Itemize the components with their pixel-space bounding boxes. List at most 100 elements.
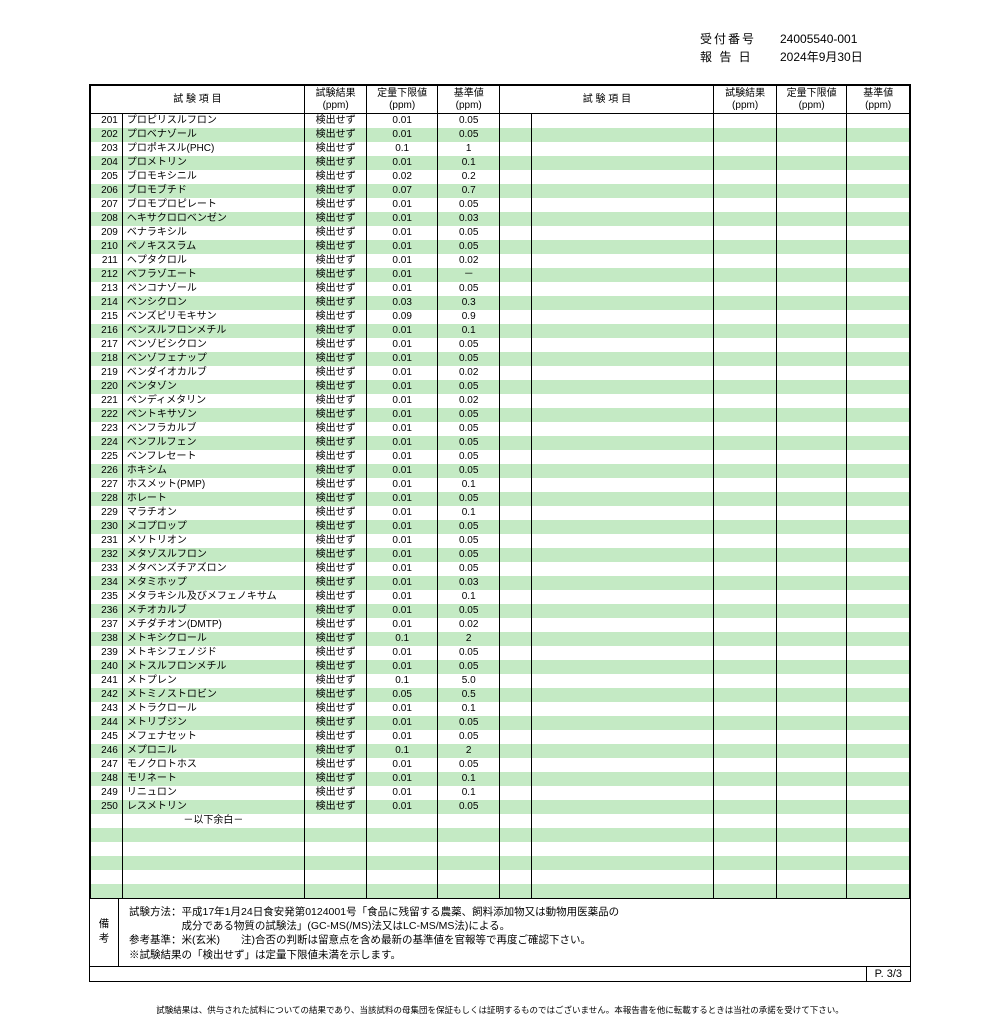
cell-name-r [532, 422, 714, 436]
cell-standard: 0.1 [437, 506, 500, 520]
cell-no: 244 [91, 716, 123, 730]
cell-name: ベンフルフェン [122, 436, 304, 450]
cell-standard-r [847, 520, 910, 534]
cell-lowlimit: 0.01 [367, 212, 438, 226]
cell-lowlimit: 0.02 [367, 170, 438, 184]
cell-standard: 0.1 [437, 156, 500, 170]
cell-name-r [532, 128, 714, 142]
cell-lowlimit: 0.01 [367, 394, 438, 408]
cell-standard: 0.1 [437, 772, 500, 786]
cell-no-r [500, 758, 532, 772]
cell-lowlimit: 0.1 [367, 142, 438, 156]
cell-no-r [500, 464, 532, 478]
cell-no: 245 [91, 730, 123, 744]
cell-name: メトキシクロール [122, 632, 304, 646]
cell-result-r [714, 324, 777, 338]
th-result-left: 試験結果(ppm) [304, 86, 367, 114]
table-row: 207ブロモプロピレート検出せず0.010.05 [91, 198, 910, 212]
cell-name: メソトリオン [122, 534, 304, 548]
cell-name: リニュロン [122, 786, 304, 800]
cell-no-r [500, 142, 532, 156]
table-row: 211ヘプタクロル検出せず0.010.02 [91, 254, 910, 268]
cell-result-r [714, 702, 777, 716]
table-row: 225ベンフレセート検出せず0.010.05 [91, 450, 910, 464]
table-row: 219ベンダイオカルブ検出せず0.010.02 [91, 366, 910, 380]
cell-result-r [714, 576, 777, 590]
cell-standard: 1 [437, 142, 500, 156]
cell-lowlimit-r [776, 324, 847, 338]
cell-no: 232 [91, 548, 123, 562]
cell-result: 検出せず [304, 198, 367, 212]
cell-name: メタベンズチアズロン [122, 562, 304, 576]
cell-no: 203 [91, 142, 123, 156]
table-row: 242メトミノストロビン検出せず0.050.5 [91, 688, 910, 702]
cell-no [91, 884, 123, 898]
cell-result-r [714, 268, 777, 282]
cell-lowlimit-r [776, 254, 847, 268]
cell-result-r [714, 254, 777, 268]
cell-result: 検出せず [304, 772, 367, 786]
page-number: P. 3/3 [866, 967, 910, 981]
remarks-body: 試験方法：平成17年1月24日食安発第0124001号「食品に残留する農薬、飼料… [119, 899, 910, 966]
cell-no-r [500, 352, 532, 366]
cell-name: メタミホップ [122, 576, 304, 590]
cell-result-r [714, 142, 777, 156]
cell-lowlimit: 0.05 [367, 688, 438, 702]
table-row: 217ベンゾビシクロン検出せず0.010.05 [91, 338, 910, 352]
cell-name: メタラキシル及びメフェノキサム [122, 590, 304, 604]
cell-name: プロメトリン [122, 156, 304, 170]
cell-no: 240 [91, 660, 123, 674]
cell-name-r [532, 842, 714, 856]
cell-standard: 0.05 [437, 758, 500, 772]
cell-lowlimit: 0.01 [367, 464, 438, 478]
cell-lowlimit: 0.01 [367, 450, 438, 464]
cell-standard-r [847, 744, 910, 758]
cell-standard-r [847, 464, 910, 478]
disclaimer-text: 試験結果は、供与された試料についての結果であり、当該試料の母集団を保証もしくは証… [0, 1004, 1000, 1016]
cell-no: 248 [91, 772, 123, 786]
cell-lowlimit-r [776, 562, 847, 576]
cell-standard: 0.05 [437, 422, 500, 436]
cell-name [122, 828, 304, 842]
cell-no-r [500, 114, 532, 129]
cell-standard-r [847, 268, 910, 282]
cell-result-r [714, 604, 777, 618]
cell-no-r [500, 660, 532, 674]
cell-name-r [532, 338, 714, 352]
cell-no: 207 [91, 198, 123, 212]
cell-no: 229 [91, 506, 123, 520]
cell-lowlimit-r [776, 142, 847, 156]
cell-result: 検出せず [304, 632, 367, 646]
cell-name-r [532, 184, 714, 198]
table-row: 246メプロニル検出せず0.12 [91, 744, 910, 758]
cell-name-r [532, 716, 714, 730]
cell-lowlimit-r [776, 478, 847, 492]
cell-name-r [532, 212, 714, 226]
cell-name: プロポキスル(PHC) [122, 142, 304, 156]
cell-lowlimit: 0.01 [367, 282, 438, 296]
cell-result-r [714, 716, 777, 730]
cell-standard-r [847, 590, 910, 604]
cell-no-r [500, 730, 532, 744]
cell-name-r [532, 618, 714, 632]
cell-standard: 0.05 [437, 520, 500, 534]
cell-result [304, 828, 367, 842]
cell-name: ペンディメタリン [122, 394, 304, 408]
table-row: 243メトラクロール検出せず0.010.1 [91, 702, 910, 716]
cell-no: 204 [91, 156, 123, 170]
cell-name-r [532, 506, 714, 520]
cell-standard-r [847, 324, 910, 338]
cell-name: ブロモブチド [122, 184, 304, 198]
cell-no: 222 [91, 408, 123, 422]
cell-no-r [500, 604, 532, 618]
cell-name-r [532, 366, 714, 380]
cell-standard: 0.1 [437, 478, 500, 492]
table-row: 216ベンスルフロンメチル検出せず0.010.1 [91, 324, 910, 338]
cell-standard-r [847, 212, 910, 226]
cell-result: 検出せず [304, 156, 367, 170]
cell-result-r [714, 534, 777, 548]
cell-no [91, 814, 123, 828]
cell-lowlimit: 0.1 [367, 744, 438, 758]
cell-lowlimit: 0.01 [367, 646, 438, 660]
cell-result: 検出せず [304, 366, 367, 380]
